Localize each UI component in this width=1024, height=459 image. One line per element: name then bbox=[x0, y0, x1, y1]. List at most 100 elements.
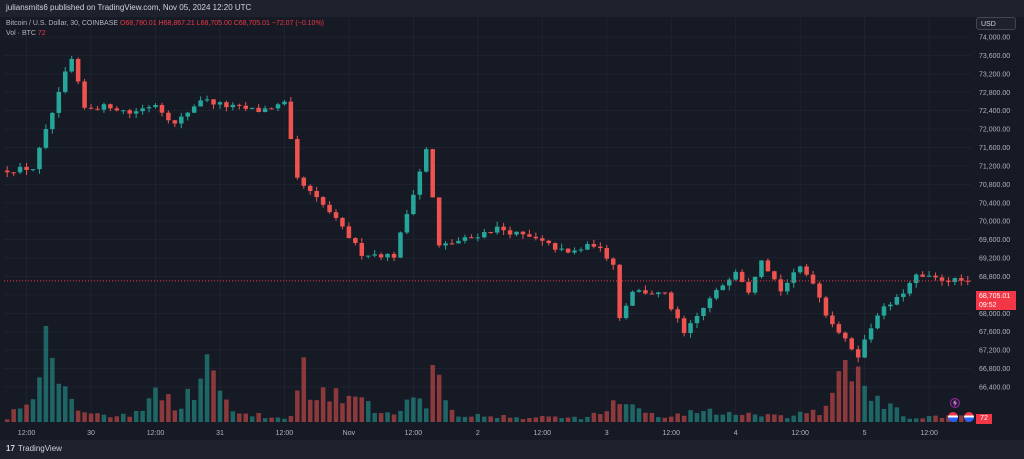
candle-body bbox=[282, 101, 287, 105]
volume-bar bbox=[810, 409, 816, 422]
y-tick-label: 73,200.00 bbox=[979, 71, 1010, 78]
lightning-event-icon[interactable] bbox=[950, 398, 960, 408]
volume-bar bbox=[913, 418, 919, 422]
volume-bar bbox=[578, 419, 584, 422]
candle-body bbox=[230, 104, 236, 108]
volume-bar bbox=[868, 400, 874, 422]
candle-body bbox=[314, 190, 319, 198]
candle-body bbox=[224, 102, 229, 108]
candle-body bbox=[759, 260, 764, 277]
candle-body bbox=[4, 170, 10, 173]
us-flag-event-icon[interactable] bbox=[964, 412, 974, 422]
volume-bar bbox=[688, 410, 693, 422]
candle-body bbox=[591, 244, 597, 247]
volume-bar bbox=[237, 413, 242, 422]
candle-body bbox=[552, 243, 558, 250]
volume-bar bbox=[88, 413, 94, 422]
volume-bar bbox=[617, 404, 622, 422]
volume-bar bbox=[417, 398, 423, 422]
volume-bar bbox=[739, 414, 745, 422]
candle-body bbox=[630, 291, 635, 306]
volume-bar bbox=[772, 414, 777, 422]
candle-body bbox=[243, 105, 249, 109]
candle-body bbox=[269, 108, 274, 110]
volume-bar bbox=[804, 413, 809, 422]
y-tick-label: 70,000.00 bbox=[979, 219, 1010, 226]
volume-bar bbox=[108, 417, 113, 422]
candle-body bbox=[662, 292, 668, 294]
candle-body bbox=[823, 297, 829, 316]
volume-bar bbox=[391, 414, 397, 422]
candle-body bbox=[436, 197, 442, 246]
volume-bar bbox=[830, 392, 835, 422]
us-flag-event-icon[interactable] bbox=[948, 412, 958, 422]
candle-body bbox=[185, 112, 190, 117]
volume-bar bbox=[823, 405, 829, 422]
volume-bar bbox=[565, 417, 571, 422]
candle-body bbox=[82, 81, 87, 108]
candle-body bbox=[50, 112, 55, 130]
tradingview-brand[interactable]: 17 TradingView bbox=[6, 444, 62, 453]
x-tick-label: 12:00 bbox=[662, 430, 680, 437]
volume-bar bbox=[494, 418, 500, 422]
volume-bar bbox=[817, 415, 822, 422]
candle-body bbox=[733, 271, 738, 280]
y-tick-label: 70,800.00 bbox=[979, 182, 1010, 189]
volume-value: 72 bbox=[37, 30, 46, 37]
publish-header: juliansmits6 published on TradingView.co… bbox=[0, 0, 1024, 17]
volume-bar bbox=[959, 415, 964, 422]
currency-button[interactable]: USD bbox=[976, 17, 1016, 30]
volume-bar bbox=[159, 400, 165, 422]
volume-bar bbox=[256, 413, 261, 422]
volume-bar bbox=[630, 404, 635, 422]
candle-body bbox=[424, 149, 429, 172]
candle-body bbox=[604, 248, 610, 259]
volume-bar bbox=[56, 383, 62, 422]
volume-bar bbox=[746, 412, 751, 422]
volume-bar bbox=[662, 417, 668, 422]
volume-bar bbox=[359, 397, 365, 422]
volume-bar bbox=[378, 413, 384, 422]
volume-bar bbox=[636, 408, 642, 422]
candle-body bbox=[372, 254, 377, 256]
volume-legend: Vol · BTC 72 bbox=[6, 30, 46, 37]
volume-bar bbox=[643, 412, 648, 422]
volume-bar bbox=[121, 413, 126, 422]
volume-bar bbox=[591, 412, 597, 422]
price-chart[interactable]: 74,000.00 73,600.00 73,200.00 72,800.00 72,4… bbox=[0, 0, 1024, 440]
volume-bar bbox=[224, 399, 229, 422]
volume-bar bbox=[733, 414, 738, 422]
publish-info: juliansmits6 published on TradingView.co… bbox=[6, 3, 252, 12]
volume-bar bbox=[114, 416, 120, 422]
candle-body bbox=[610, 258, 616, 265]
volume-bar bbox=[520, 419, 526, 422]
volume-bar bbox=[765, 414, 771, 422]
volume-bar bbox=[714, 414, 719, 422]
y-tick-label: 72,800.00 bbox=[979, 90, 1010, 97]
candle-body bbox=[926, 275, 932, 277]
volume-bar bbox=[456, 416, 461, 422]
candle-body bbox=[540, 238, 545, 241]
volume-bar bbox=[901, 416, 906, 422]
candle-body bbox=[462, 237, 468, 241]
volume-bar bbox=[62, 386, 68, 422]
candle-body bbox=[649, 293, 655, 295]
candle-body bbox=[598, 246, 603, 249]
candle-body bbox=[191, 106, 197, 113]
candle-body bbox=[849, 338, 854, 350]
candle-body bbox=[656, 292, 661, 295]
volume-bar bbox=[681, 415, 687, 422]
volume-bar bbox=[501, 415, 506, 422]
candle-body bbox=[572, 250, 577, 253]
candle-body bbox=[95, 108, 100, 110]
candle-body bbox=[378, 254, 384, 258]
candle-body bbox=[752, 276, 758, 293]
volume-bar bbox=[204, 354, 210, 422]
volume-bar bbox=[4, 419, 10, 422]
candle-body bbox=[701, 307, 706, 316]
volume-bar bbox=[307, 399, 313, 422]
volume-bar bbox=[101, 414, 107, 422]
volume-bar bbox=[262, 418, 268, 422]
volume-bar bbox=[862, 385, 867, 422]
volume-bar bbox=[385, 412, 390, 422]
